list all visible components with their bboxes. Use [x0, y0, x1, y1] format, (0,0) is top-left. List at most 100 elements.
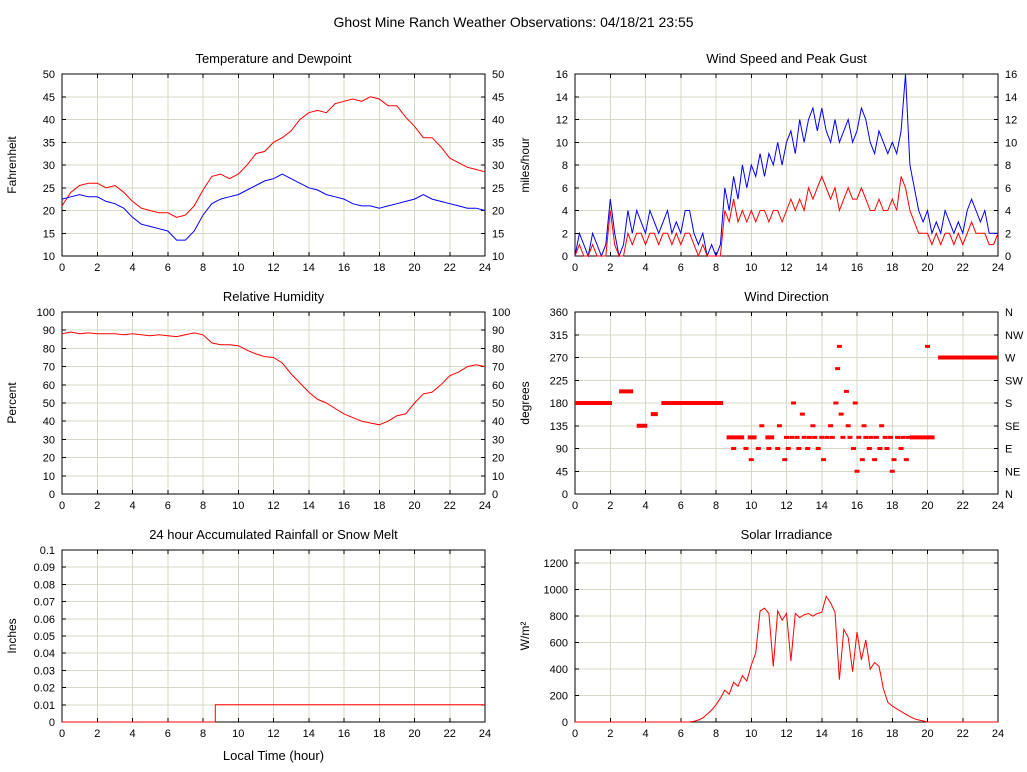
- svg-text:10: 10: [492, 471, 504, 483]
- svg-text:45: 45: [492, 92, 504, 104]
- svg-text:8: 8: [200, 262, 206, 274]
- svg-text:0: 0: [59, 262, 65, 274]
- svg-text:8: 8: [562, 160, 568, 172]
- svg-text:Wind Speed and Peak Gust: Wind Speed and Peak Gust: [706, 51, 867, 66]
- svg-text:Fahrenheit: Fahrenheit: [5, 136, 19, 194]
- svg-text:18: 18: [886, 728, 898, 740]
- svg-text:180: 180: [550, 398, 568, 410]
- svg-text:60: 60: [43, 380, 55, 392]
- svg-text:18: 18: [373, 262, 385, 274]
- svg-text:0: 0: [562, 717, 568, 729]
- svg-text:0: 0: [562, 489, 568, 501]
- svg-text:14: 14: [303, 728, 315, 740]
- svg-text:200: 200: [550, 691, 568, 703]
- svg-text:14: 14: [816, 728, 828, 740]
- svg-text:8: 8: [200, 500, 206, 512]
- svg-text:8: 8: [713, 728, 719, 740]
- chart-solar-irradiance: 0 2 4 6 8 10 12 14 16 18 20 22 24 0 200 400 600 800 1000 12…: [513, 520, 1026, 768]
- svg-text:18: 18: [886, 500, 898, 512]
- svg-text:10: 10: [1005, 137, 1017, 149]
- svg-text:4: 4: [642, 500, 648, 512]
- svg-text:16: 16: [338, 262, 350, 274]
- svg-text:16: 16: [338, 728, 350, 740]
- svg-text:N: N: [1005, 307, 1013, 319]
- svg-text:18: 18: [373, 500, 385, 512]
- svg-text:8: 8: [713, 262, 719, 274]
- svg-text:30: 30: [43, 160, 55, 172]
- svg-text:18: 18: [373, 728, 385, 740]
- svg-text:30: 30: [43, 434, 55, 446]
- svg-text:4: 4: [129, 728, 135, 740]
- svg-text:20: 20: [408, 728, 420, 740]
- svg-text:135: 135: [550, 421, 568, 433]
- svg-text:10: 10: [556, 137, 568, 149]
- svg-text:20: 20: [492, 206, 504, 218]
- svg-text:Local Time (hour): Local Time (hour): [223, 748, 324, 763]
- svg-text:100: 100: [37, 307, 55, 319]
- svg-text:16: 16: [851, 500, 863, 512]
- svg-text:2: 2: [607, 728, 613, 740]
- svg-text:50: 50: [492, 398, 504, 410]
- svg-text:0: 0: [1005, 251, 1011, 263]
- svg-text:40: 40: [492, 115, 504, 127]
- svg-text:25: 25: [43, 183, 55, 195]
- svg-text:miles/hour: miles/hour: [518, 137, 532, 192]
- svg-text:0: 0: [59, 500, 65, 512]
- svg-text:20: 20: [408, 500, 420, 512]
- svg-text:1200: 1200: [544, 558, 568, 570]
- svg-text:90: 90: [492, 325, 504, 337]
- svg-text:24: 24: [992, 728, 1004, 740]
- svg-text:4: 4: [129, 262, 135, 274]
- svg-text:0: 0: [572, 728, 578, 740]
- svg-text:4: 4: [642, 262, 648, 274]
- svg-text:12: 12: [1005, 115, 1017, 127]
- svg-text:22: 22: [444, 500, 456, 512]
- svg-text:S: S: [1005, 398, 1012, 410]
- svg-text:12: 12: [267, 262, 279, 274]
- svg-text:400: 400: [550, 664, 568, 676]
- svg-text:24: 24: [479, 262, 491, 274]
- svg-text:0.06: 0.06: [34, 614, 55, 626]
- svg-text:10: 10: [745, 262, 757, 274]
- svg-text:35: 35: [492, 137, 504, 149]
- svg-text:90: 90: [556, 444, 568, 456]
- svg-text:315: 315: [550, 330, 568, 342]
- svg-text:20: 20: [921, 262, 933, 274]
- svg-text:1000: 1000: [544, 585, 568, 597]
- svg-text:10: 10: [745, 728, 757, 740]
- svg-text:0.04: 0.04: [34, 648, 55, 660]
- svg-text:12: 12: [556, 115, 568, 127]
- svg-text:Percent: Percent: [5, 382, 19, 424]
- svg-text:18: 18: [886, 262, 898, 274]
- svg-text:80: 80: [43, 343, 55, 355]
- svg-text:24: 24: [479, 500, 491, 512]
- svg-text:22: 22: [957, 728, 969, 740]
- svg-text:35: 35: [43, 137, 55, 149]
- svg-text:10: 10: [745, 500, 757, 512]
- svg-text:12: 12: [267, 728, 279, 740]
- svg-text:6: 6: [678, 500, 684, 512]
- svg-text:40: 40: [492, 416, 504, 428]
- svg-text:50: 50: [43, 398, 55, 410]
- svg-text:800: 800: [550, 611, 568, 623]
- svg-text:50: 50: [492, 69, 504, 81]
- svg-text:4: 4: [129, 500, 135, 512]
- svg-text:0: 0: [572, 500, 578, 512]
- svg-text:W/m²: W/m²: [518, 622, 532, 651]
- svg-text:70: 70: [492, 362, 504, 374]
- svg-text:0: 0: [59, 728, 65, 740]
- svg-text:30: 30: [492, 160, 504, 172]
- svg-text:10: 10: [232, 500, 244, 512]
- svg-text:16: 16: [556, 69, 568, 81]
- svg-text:14: 14: [556, 92, 568, 104]
- svg-text:12: 12: [780, 262, 792, 274]
- svg-text:8: 8: [200, 728, 206, 740]
- svg-text:2: 2: [1005, 228, 1011, 240]
- svg-text:22: 22: [444, 728, 456, 740]
- svg-text:0: 0: [572, 262, 578, 274]
- svg-text:6: 6: [1005, 183, 1011, 195]
- svg-text:SE: SE: [1005, 421, 1020, 433]
- svg-text:10: 10: [43, 251, 55, 263]
- svg-text:20: 20: [492, 453, 504, 465]
